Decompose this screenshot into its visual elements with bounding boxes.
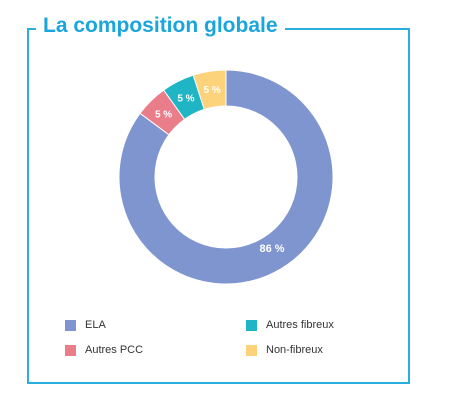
slice-ela xyxy=(118,69,334,285)
slice-non-fibreux xyxy=(192,69,227,111)
data-label-autres-fibreux: 5 % xyxy=(177,94,194,105)
data-label-autres-pcc: 5 % xyxy=(155,110,172,121)
chart-title: La composition globale xyxy=(36,12,285,40)
data-label-ela: 86 % xyxy=(259,243,284,255)
slices-group xyxy=(118,69,334,285)
data-label-non-fibreux: 5 % xyxy=(204,85,221,96)
labels-group: 86 % 5 % 5 % 5 % xyxy=(155,85,285,255)
